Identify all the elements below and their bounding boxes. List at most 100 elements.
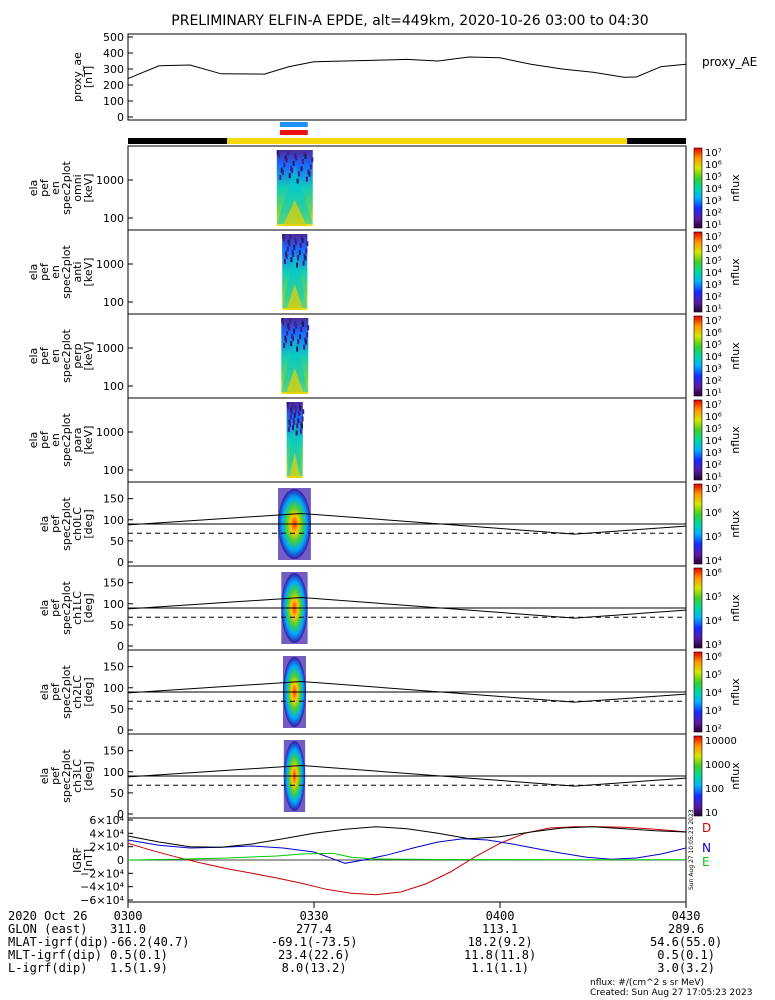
omni-spectrogram-colorbar-tick: 10⁴	[705, 184, 722, 195]
anti-spectrogram-speckle	[296, 262, 299, 268]
proxy-ae-legend: proxy_AE	[702, 55, 757, 69]
proxy-ae-ylabel: [nT]	[82, 66, 95, 88]
ch3LC-pitch-colorbar-tick: 100	[705, 784, 724, 795]
perp-spectrogram-speckle	[302, 321, 305, 327]
para-spectrogram-speckle	[287, 426, 290, 432]
para-spectrogram-speckle	[289, 414, 292, 420]
igrf-ytick-label: 2×10⁴	[89, 841, 124, 854]
omni-spectrogram-speckle	[308, 171, 311, 177]
omni-spectrogram-ylabel: spec2plot	[60, 161, 73, 215]
x-axis-row-value: 23.4(22.6)	[278, 948, 351, 962]
igrf-line-N	[127, 838, 687, 864]
igrf-ytick-label: −2×10⁴	[80, 867, 124, 880]
ch0LC-pitch-colorbar-tick: 10⁴	[705, 556, 722, 567]
omni-spectrogram-speckle	[295, 155, 298, 161]
footer-units: nflux: #/(cm^2 s sr MeV)	[590, 978, 704, 988]
perp-spectrogram-speckle	[290, 341, 293, 347]
x-axis-row-value: 3.0(3.2)	[657, 961, 715, 975]
ch3LC-pitch-loss-cone	[127, 764, 687, 787]
para-spectrogram-ylabel: [keV]	[82, 426, 95, 455]
ch2LC-pitch-ylabel: spec2plot	[60, 665, 73, 719]
blue-bar	[279, 122, 308, 127]
perp-spectrogram-speckle	[288, 325, 291, 331]
para-spectrogram-speckle	[290, 409, 293, 415]
proxy-ae-frame	[127, 33, 687, 121]
x-axis-row-label: MLAT-igrf(dip)	[8, 935, 110, 949]
omni-spectrogram-speckle	[304, 153, 307, 159]
ch2LC-pitch-colorbar	[693, 651, 703, 733]
ch2LC-pitch-colorbar-tick: 10²	[705, 724, 722, 735]
ch3LC-pitch-ylabel: spec2plot	[60, 749, 73, 803]
para-spectrogram-frame	[127, 397, 687, 483]
perp-spectrogram-speckle	[300, 327, 303, 332]
black-bar	[627, 138, 686, 144]
omni-spectrogram: 1001000elapefenspec2plotomni[keV]10¹10²1…	[27, 145, 742, 231]
perp-spectrogram: 1001000elapefenspec2plotperp[keV]10¹10²1…	[27, 313, 742, 399]
perp-spectrogram-speckle	[295, 323, 298, 329]
proxy-ae-ylabel: proxy_ae	[71, 52, 84, 102]
x-axis-row-label: 2020 Oct 26	[8, 909, 88, 923]
igrf-ylabel: [nT]	[82, 849, 95, 871]
ch1LC-pitch-colorbar-tick: 10³	[705, 640, 722, 651]
ch1LC-pitch-ytick-label: 0	[117, 640, 124, 653]
anti-spectrogram-speckle	[292, 252, 295, 257]
para-spectrogram-dispersion	[286, 418, 303, 476]
ch1LC-pitch-ylabel: pef	[49, 598, 62, 617]
anti-spectrogram-colorbar-tick: 10²	[705, 292, 722, 303]
ch0LC-pitch-ylabel: spec2plot	[60, 497, 73, 551]
perp-spectrogram-speckle	[289, 318, 292, 324]
ch0LC-pitch-ytick-label: 150	[103, 493, 124, 506]
omni-spectrogram-colorbar-tick: 10⁷	[705, 148, 722, 159]
perp-spectrogram-colorbar-tick: 10⁷	[705, 316, 722, 327]
para-spectrogram-speckle	[293, 420, 296, 425]
omni-spectrogram-speckle	[277, 152, 280, 158]
red-bar	[279, 130, 308, 135]
perp-spectrogram-speckle	[297, 339, 300, 345]
perp-spectrogram-ylabel: en	[49, 349, 62, 363]
para-spectrogram-colorbar-tick: 10⁵	[705, 424, 722, 435]
anti-spectrogram-ytick-label: 100	[103, 296, 124, 309]
perp-spectrogram-speckle	[283, 342, 286, 348]
omni-spectrogram-speckle	[294, 153, 297, 159]
perp-spectrogram-dispersion	[281, 334, 309, 392]
anti-spectrogram-speckle	[288, 241, 291, 247]
ch1LC-pitch-colorbar-tick: 10⁴	[705, 616, 722, 627]
x-axis-row-value: 0300	[113, 909, 143, 923]
anti-spectrogram-speckle	[297, 255, 300, 261]
perp-spectrogram-colorbar-tick: 10⁵	[705, 340, 722, 351]
anti-spectrogram-speckle	[304, 255, 307, 261]
omni-spectrogram-colorbar-tick: 10⁵	[705, 172, 722, 183]
ch3LC-pitch-colorbar-tick: 10	[705, 808, 718, 819]
x-axis-row-value: 8.0(13.2)	[281, 961, 347, 975]
igrf-panel: −6×10⁴−4×10⁴−2×10⁴02×10⁴4×10⁴6×10⁴DNEIGR…	[71, 809, 711, 907]
ch3LC-pitch-ylabel: ela	[38, 768, 51, 785]
omni-spectrogram-speckle	[292, 160, 295, 166]
anti-spectrogram-colorbar-label: nflux	[729, 258, 742, 286]
omni-spectrogram-ylabel: ela	[27, 180, 40, 197]
perp-spectrogram-speckle	[282, 320, 285, 326]
igrf-line-E	[127, 852, 686, 861]
perp-spectrogram-speckle	[292, 336, 295, 341]
para-spectrogram-ylabel: para	[71, 428, 84, 453]
omni-spectrogram-speckle	[300, 166, 303, 172]
ch1LC-pitch-ytick-label: 50	[110, 619, 124, 632]
x-axis-row-value: 311.0	[110, 922, 147, 936]
para-spectrogram-speckle	[292, 425, 295, 431]
anti-spectrogram-colorbar-tick: 10⁵	[705, 256, 722, 267]
anti-spectrogram-ylabel: anti	[71, 261, 84, 282]
omni-spectrogram-colorbar-tick: 10²	[705, 208, 722, 219]
para-spectrogram-core	[289, 452, 301, 478]
para-spectrogram-ylabel: pef	[38, 430, 51, 449]
ch2LC-pitch-ylabel: ela	[38, 684, 51, 701]
ch3LC-pitch-ytick-label: 100	[103, 766, 124, 779]
anti-spectrogram-speckle	[302, 260, 305, 266]
anti-spectrogram-speckle	[306, 241, 309, 247]
x-axis-row-value: 0400	[485, 909, 515, 923]
para-spectrogram-ylabel: spec2plot	[60, 413, 73, 467]
ch0LC-pitch-ylabel: [deg]	[82, 509, 95, 538]
ch3LC-pitch-colorbar-tick: 1000	[705, 760, 730, 771]
omni-spectrogram-colorbar-label: nflux	[729, 174, 742, 202]
perp-spectrogram-colorbar-label: nflux	[729, 342, 742, 370]
